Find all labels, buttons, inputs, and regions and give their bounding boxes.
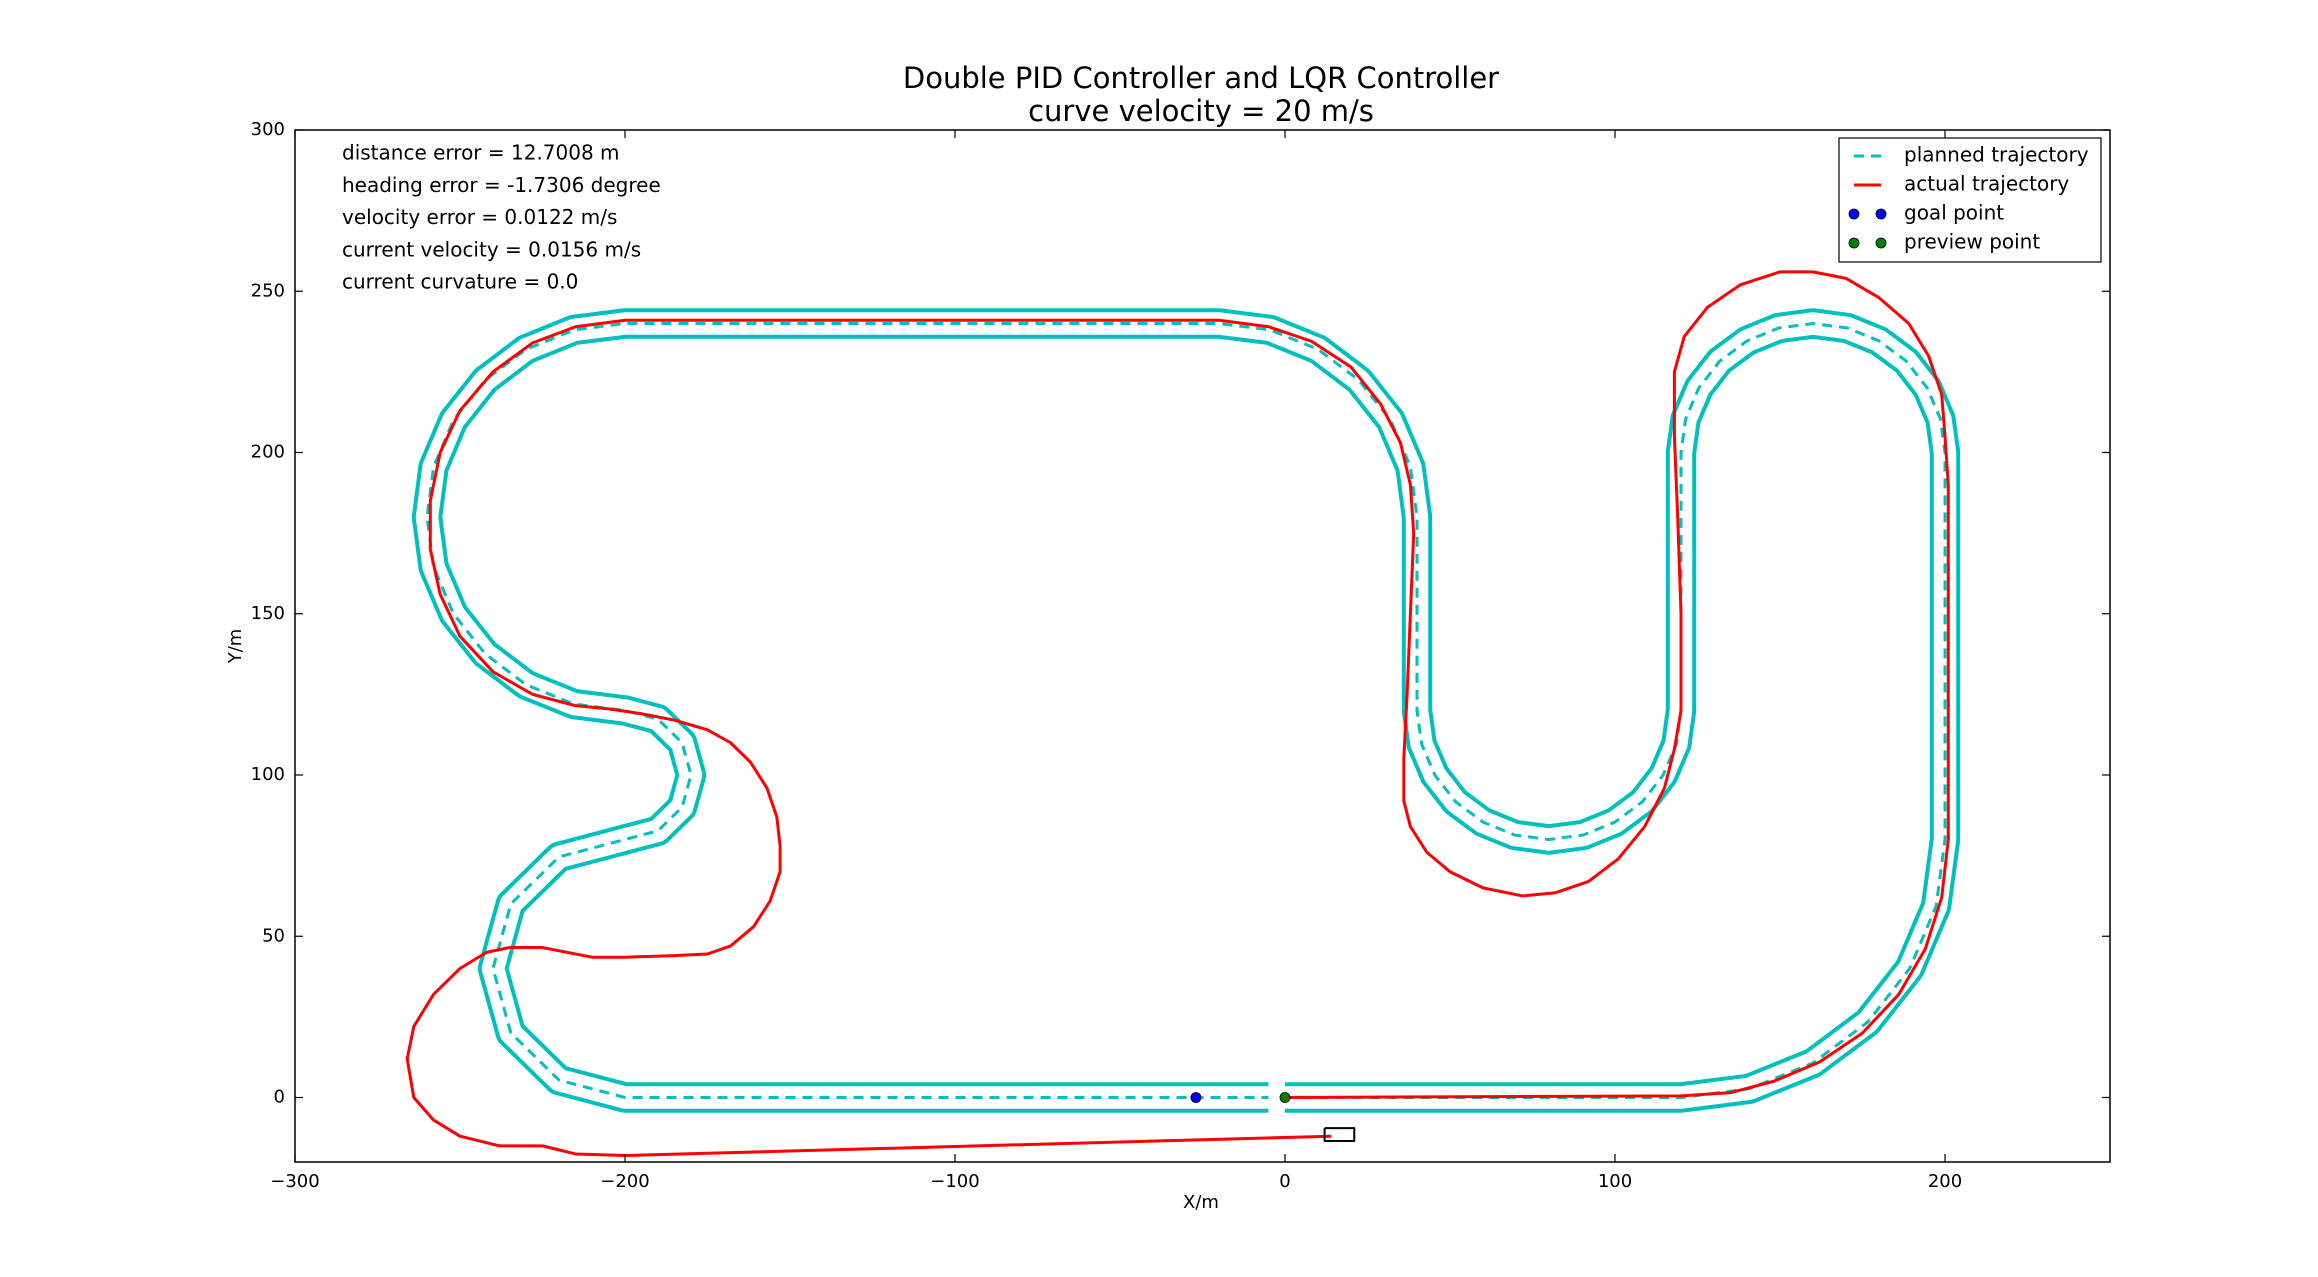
legend-label: actual trajectory — [1904, 172, 2069, 196]
legend-label: preview point — [1904, 230, 2040, 254]
annotation: velocity error = 0.0122 m/s — [342, 205, 617, 229]
y-tick-label: 300 — [251, 119, 285, 140]
legend-marker — [1875, 237, 1887, 249]
x-tick-label: −200 — [600, 1171, 649, 1192]
annotation: distance error = 12.7008 m — [342, 141, 620, 165]
y-axis-label: Y/m — [225, 629, 246, 665]
legend-marker — [1875, 208, 1887, 220]
annotation: current curvature = 0.0 — [342, 270, 578, 294]
plot-area — [405, 270, 1961, 1158]
x-tick-label: −300 — [270, 1171, 319, 1192]
chart-subtitle: curve velocity = 20 m/s — [1028, 94, 1374, 128]
axes-frame — [294, 129, 2111, 1163]
legend-marker — [1848, 237, 1860, 249]
annotation: current velocity = 0.0156 m/s — [342, 237, 641, 261]
vehicle-outline — [1323, 1127, 1356, 1143]
x-tick-label: 100 — [1598, 1171, 1632, 1192]
legend-label: planned trajectory — [1904, 143, 2089, 167]
annotation: heading error = -1.7306 degree — [342, 173, 661, 197]
y-tick-label: 150 — [251, 603, 285, 624]
legend-marker — [1848, 208, 1860, 220]
trajectory-line — [425, 322, 1947, 1099]
point-marker — [1279, 1092, 1291, 1103]
x-tick-label: 200 — [1928, 1171, 1962, 1192]
point-marker — [1190, 1092, 1202, 1103]
trajectory-line — [405, 270, 1950, 1158]
y-tick-label: 50 — [262, 925, 285, 946]
chart-title: Double PID Controller and LQR Controller — [903, 61, 1499, 95]
y-tick-label: 0 — [274, 1087, 285, 1108]
y-tick-label: 100 — [251, 764, 285, 785]
x-axis-label: X/m — [1183, 1192, 1219, 1213]
x-tick-label: −100 — [930, 1171, 979, 1192]
y-tick-label: 200 — [251, 442, 285, 463]
legend-label: goal point — [1904, 201, 2004, 225]
x-tick-label: 0 — [1279, 1171, 1290, 1192]
y-tick-label: 250 — [251, 280, 285, 301]
